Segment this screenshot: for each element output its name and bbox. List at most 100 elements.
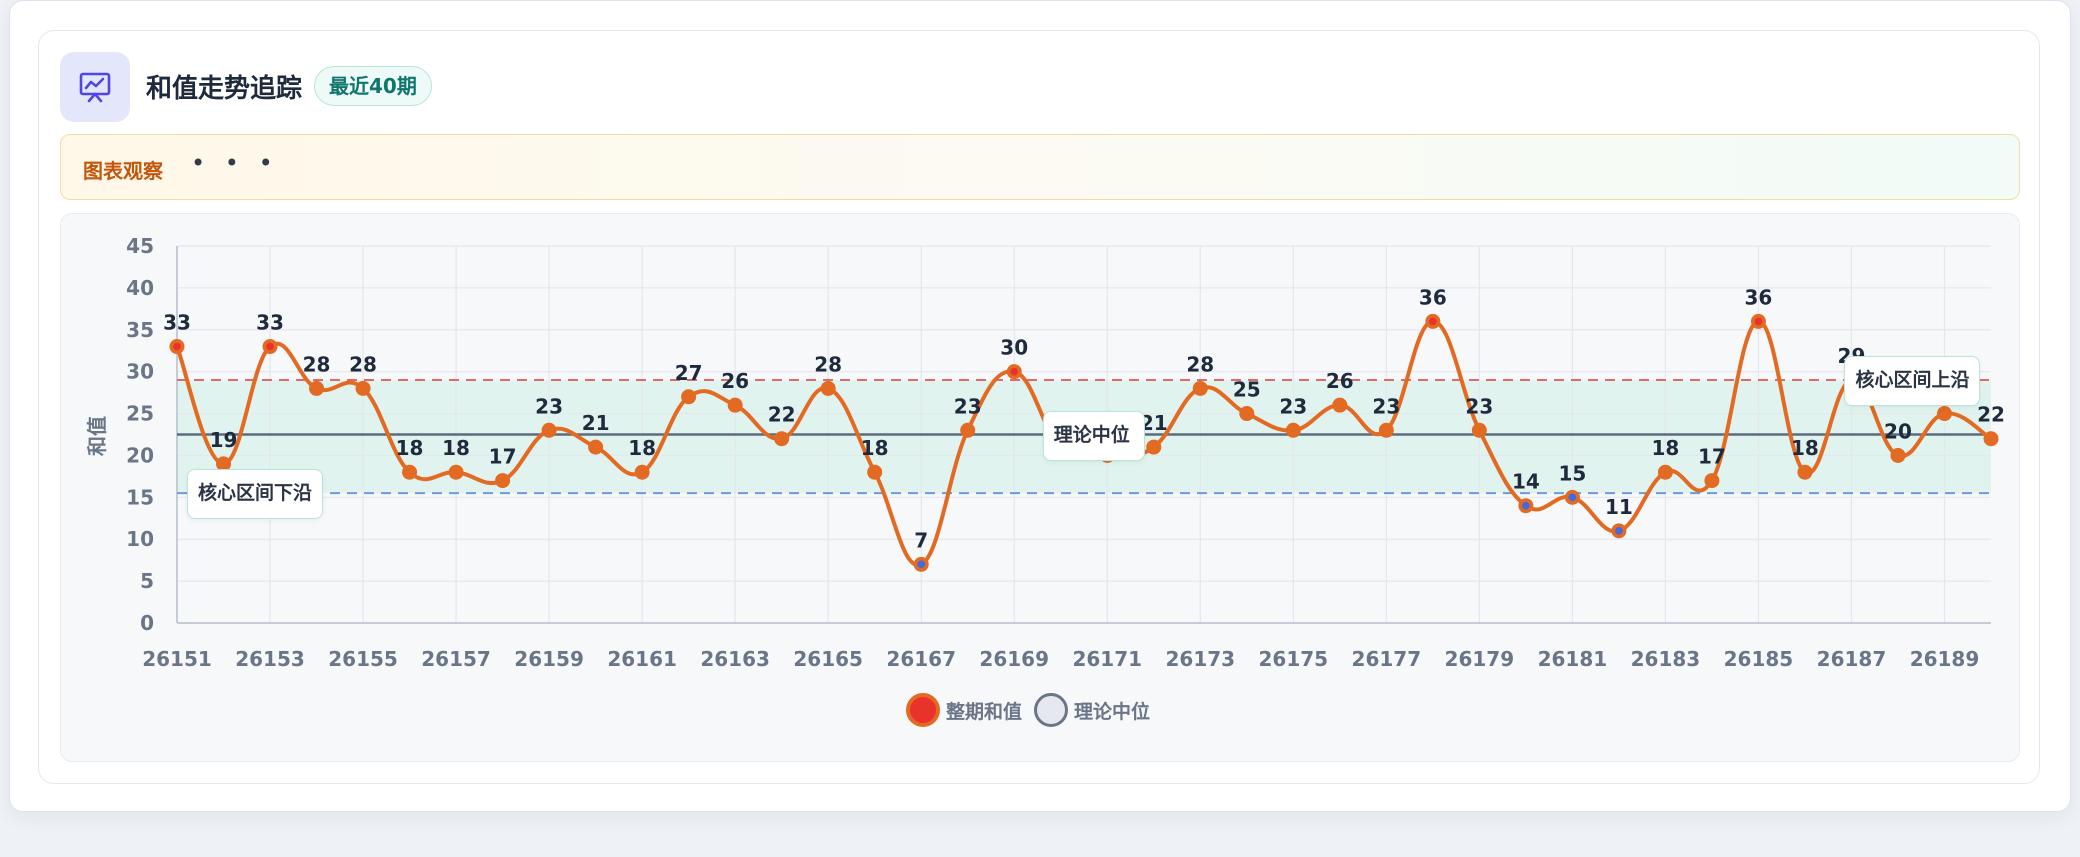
data-point <box>541 422 557 438</box>
data-point <box>1239 406 1255 422</box>
data-point <box>448 464 464 480</box>
x-tick-label: 26159 <box>514 647 584 671</box>
x-tick-label: 26175 <box>1259 647 1329 671</box>
x-tick-label: 26161 <box>607 647 677 671</box>
data-label: 33 <box>163 311 191 335</box>
data-point <box>960 422 976 438</box>
data-label: 18 <box>628 436 656 460</box>
data-label: 26 <box>721 369 749 393</box>
data-point <box>867 464 883 480</box>
data-label: 18 <box>861 436 889 460</box>
x-tick-label: 26181 <box>1538 647 1608 671</box>
legend: 整期和值 理论中位 <box>906 693 1156 727</box>
data-label: 18 <box>1651 436 1679 460</box>
data-label: 18 <box>442 436 470 460</box>
data-label: 23 <box>954 394 982 418</box>
data-label: 7 <box>914 528 928 552</box>
data-point <box>355 380 371 396</box>
y-tick-label: 40 <box>126 276 154 300</box>
data-label: 11 <box>1605 495 1633 519</box>
data-point <box>588 439 604 455</box>
data-label: 23 <box>1465 394 1493 418</box>
y-tick-label: 15 <box>126 485 154 509</box>
legend-swatch-sum <box>906 693 940 727</box>
x-tick-label: 26189 <box>1910 647 1980 671</box>
period-badge[interactable]: 最近40期 <box>314 66 432 106</box>
data-point <box>681 389 697 405</box>
data-label: 30 <box>1000 336 1028 360</box>
y-tick-label: 0 <box>140 611 154 635</box>
y-tick-label: 30 <box>126 360 154 384</box>
y-tick-label: 25 <box>126 402 154 426</box>
data-point <box>1797 464 1813 480</box>
data-label: 33 <box>256 311 284 335</box>
high-marker <box>173 342 181 351</box>
legend-item-median[interactable]: 理论中位 <box>1034 693 1150 727</box>
legend-label-sum: 整期和值 <box>946 700 1023 723</box>
data-label: 25 <box>1233 378 1261 402</box>
x-tick-label: 26165 <box>793 647 863 671</box>
low-marker <box>917 560 926 569</box>
x-tick-label: 26177 <box>1352 647 1422 671</box>
data-point <box>727 397 743 413</box>
data-label: 15 <box>1558 461 1586 485</box>
x-tick-label: 26169 <box>979 647 1049 671</box>
upper-bound-callout: 核心区间上沿 <box>1844 356 1981 407</box>
data-label: 28 <box>303 352 331 376</box>
data-label: 18 <box>1791 436 1819 460</box>
data-point <box>402 464 418 480</box>
data-label: 36 <box>1419 285 1447 309</box>
data-point <box>1704 473 1720 489</box>
x-tick-label: 26183 <box>1631 647 1701 671</box>
x-tick-label: 26163 <box>700 647 770 671</box>
data-label: 19 <box>210 428 238 452</box>
data-label: 23 <box>1279 394 1307 418</box>
x-tick-label: 26167 <box>886 647 956 671</box>
data-label: 17 <box>1698 445 1726 469</box>
data-point <box>216 456 232 472</box>
chart-title: 和值走势追踪 <box>146 74 303 104</box>
data-point <box>1378 422 1394 438</box>
lower-bound-callout: 核心区间下沿 <box>187 469 324 520</box>
data-label: 21 <box>582 411 610 435</box>
observation-more-icon[interactable]: • • • <box>191 149 279 177</box>
high-marker <box>266 342 274 351</box>
x-tick-label: 26157 <box>421 647 491 671</box>
data-label: 26 <box>1326 369 1354 393</box>
observation-label: 图表观察 <box>83 159 163 183</box>
data-point <box>1192 380 1208 396</box>
data-point <box>1983 431 1999 447</box>
legend-item-sum[interactable]: 整期和值 <box>906 693 1022 727</box>
data-label: 36 <box>1745 285 1773 309</box>
data-point <box>495 473 511 489</box>
y-axis-label: 和值 <box>85 416 109 456</box>
y-tick-label: 5 <box>140 569 154 593</box>
median-callout: 理论中位 <box>1042 410 1145 461</box>
x-tick-label: 26151 <box>142 647 212 671</box>
y-tick-label: 20 <box>126 443 154 467</box>
x-tick-label: 26187 <box>1817 647 1887 671</box>
x-tick-label: 26153 <box>235 647 305 671</box>
data-label: 14 <box>1512 470 1540 494</box>
data-label: 22 <box>1977 403 2005 427</box>
high-marker <box>1429 317 1437 326</box>
data-point <box>1332 397 1348 413</box>
data-point <box>774 431 790 447</box>
observation-bar[interactable]: 图表观察 • • • <box>60 134 2020 200</box>
high-marker <box>1754 317 1763 326</box>
data-point <box>1657 464 1673 480</box>
y-tick-label: 45 <box>126 234 154 258</box>
data-point <box>1285 422 1301 438</box>
data-point <box>634 464 650 480</box>
x-tick-label: 26185 <box>1724 647 1794 671</box>
x-tick-label: 26155 <box>328 647 398 671</box>
data-label: 28 <box>1186 352 1214 376</box>
data-label: 23 <box>535 394 563 418</box>
x-tick-label: 26179 <box>1445 647 1515 671</box>
y-tick-label: 35 <box>126 318 154 342</box>
data-label: 17 <box>489 445 517 469</box>
data-point <box>1146 439 1162 455</box>
legend-label-median: 理论中位 <box>1074 700 1151 723</box>
data-label: 20 <box>1884 419 1912 443</box>
low-marker <box>1522 501 1530 510</box>
